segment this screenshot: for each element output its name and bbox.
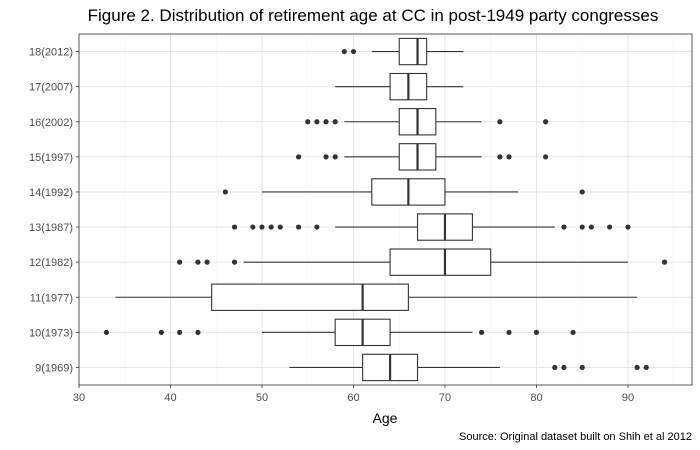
outlier-point: [323, 119, 329, 125]
iqr-box: [211, 283, 409, 311]
box-11(1977): [115, 283, 638, 311]
outlier-point: [231, 224, 238, 230]
y-tick-label: 10(1973): [29, 327, 73, 339]
outlier-point: [543, 119, 549, 125]
outlier-point: [314, 119, 320, 125]
y-tick-label: 15(1997): [29, 152, 73, 164]
box-17(2007): [335, 72, 464, 101]
outlier-point: [607, 224, 613, 230]
box-15(1997): [295, 143, 549, 171]
outlier-point: [543, 154, 549, 160]
outlier-point: [332, 119, 338, 125]
box-13(1987): [231, 213, 631, 241]
outlier-point: [625, 224, 631, 230]
x-axis-title: Age: [373, 410, 398, 426]
axes-layer: 30 40 50 60 70 80 90 9(1969) 10(1973) 11(1977) 12(…: [29, 33, 693, 404]
iqr-box: [398, 37, 428, 66]
outlier-point: [341, 48, 347, 55]
outlier-point: [231, 259, 238, 265]
outlier-point: [588, 224, 594, 230]
outlier-point: [305, 119, 311, 125]
outlier-point: [277, 224, 283, 230]
outlier-point: [314, 224, 320, 230]
outlier-point: [579, 364, 585, 371]
box-12(1982): [177, 248, 668, 276]
box-18(2012): [341, 37, 464, 66]
box-9(1969): [289, 353, 649, 382]
panel-border: [78, 33, 693, 386]
outlier-point: [195, 329, 201, 335]
outlier-point: [497, 154, 503, 160]
outlier-point: [295, 154, 302, 160]
x-tick-label: 90: [622, 392, 634, 404]
outlier-point: [250, 224, 256, 230]
outlier-point: [158, 329, 164, 335]
outlier-point: [195, 259, 201, 265]
box-10(1973): [103, 318, 576, 347]
chart-title: Figure 2. Distribution of retirement age…: [88, 6, 659, 25]
outlier-point: [661, 259, 668, 265]
outlier-point: [268, 224, 274, 230]
outlier-point: [506, 154, 512, 160]
outlier-point: [552, 364, 558, 371]
outlier-point: [497, 119, 503, 125]
outlier-point: [579, 224, 585, 230]
outlier-point: [204, 259, 210, 265]
y-tick-label: 9(1969): [35, 362, 73, 374]
outlier-point: [323, 154, 329, 160]
boxes-layer: [103, 37, 668, 382]
outlier-point: [177, 329, 183, 335]
y-tick-label: 16(2002): [29, 117, 73, 129]
x-tick-label: 50: [256, 392, 268, 404]
y-tick-label: 14(1992): [29, 187, 73, 199]
outlier-point: [561, 364, 567, 371]
x-tick-label: 40: [164, 392, 176, 404]
outlier-point: [332, 154, 338, 160]
y-tick-label: 17(2007): [29, 82, 73, 94]
outlier-point: [177, 259, 183, 265]
outlier-point: [579, 189, 585, 195]
y-tick-label: 18(2012): [29, 47, 73, 59]
outlier-point: [350, 48, 357, 55]
outlier-point: [634, 364, 640, 371]
box-16(2002): [305, 108, 549, 136]
outlier-point: [295, 224, 302, 230]
x-tick-label: 60: [347, 392, 359, 404]
x-tick-label: 30: [73, 392, 85, 404]
outlier-point: [643, 364, 649, 371]
outlier-point: [103, 329, 110, 335]
outlier-point: [533, 329, 540, 335]
x-tick-label: 80: [530, 392, 542, 404]
y-tick-label: 11(1977): [30, 292, 73, 304]
box-14(1992): [222, 178, 585, 206]
outlier-point: [561, 224, 567, 230]
x-tick-label: 70: [439, 392, 451, 404]
y-tick-label: 12(1982): [29, 257, 73, 269]
outlier-point: [259, 224, 265, 230]
source-caption: Source: Original dataset built on Shih e…: [459, 431, 692, 443]
iqr-box: [389, 248, 492, 276]
y-tick-label: 13(1987): [29, 222, 73, 234]
outlier-point: [222, 189, 228, 195]
outlier-point: [478, 329, 485, 335]
outlier-point: [570, 329, 576, 335]
outlier-point: [506, 329, 512, 335]
